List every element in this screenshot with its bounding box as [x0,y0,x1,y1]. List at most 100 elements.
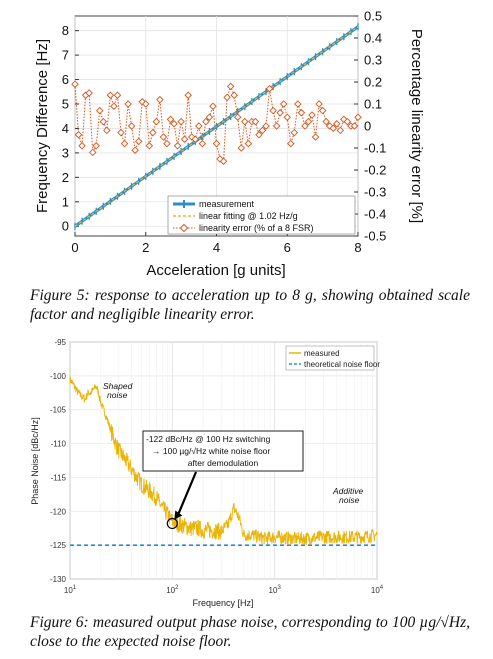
y-tick-label: 4 [62,121,69,136]
y2-tick-label: 0.1 [364,97,382,112]
linearity-error-point [110,102,118,110]
x-axis-label: Acceleration [g units] [146,262,285,279]
x-tick-label: 6 [284,240,291,255]
chart-linearity: 0 1 2 3 4 5 6 7 8 -0.5 -0.4 -0.3 -0.2 -0.1 0 0.1 0.2 0.3… [34,9,425,280]
linearity-error-point [163,139,171,148]
y-tick-label: -100 [50,372,67,381]
linearity-error-point [219,157,228,165]
linearity-error-point [209,102,217,110]
linearity-error-point [88,148,97,157]
linearity-error-point [180,135,189,143]
series-group [69,376,378,546]
legend-label-measurement: measurement [199,199,255,209]
legend-swatch-error-marker [179,223,189,233]
linearity-error-point [290,128,299,137]
y-tick-label: 2 [62,170,69,185]
y2-tick-label: 0.5 [364,9,382,24]
y2-tick-label: 0 [364,119,371,134]
y-tick-label: -95 [54,338,66,347]
linearity-error-point [92,142,100,150]
callout-line-1: -122 dBc/Hz @ 100 Hz switching [146,434,271,444]
linearity-error-point [350,122,359,130]
linearity-error-point [120,139,129,148]
y-tick-label: -115 [51,473,67,482]
figure-6-caption: Figure 6: measured output phase noise, c… [30,614,470,650]
annotation-additive-noise-1: Additive [332,486,364,496]
legend-label-fit: linear fitting @ 1.02 Hz/g [199,211,298,221]
callout-line-3: after demodulation [188,458,259,468]
legend-label-error: linearity error (% of a 8 FSR) [199,223,314,233]
linearity-error-point [336,126,345,135]
linearity-error-point [184,91,192,99]
y2-tick-label: -0.5 [364,229,386,244]
y2-tick-label: -0.2 [364,163,386,178]
linearity-error-point [74,131,83,139]
x-tick-exponent: 2 [175,585,179,591]
linearity-error-point [265,84,274,93]
y-axis-label: Phase Noise [dBc/Hz] [30,417,40,505]
linearity-error-point [106,91,115,99]
linearity-error-point [96,106,104,115]
y2-tick-label: -0.4 [364,207,386,222]
linearity-error-point [262,122,270,130]
annotation-callout: -122 dBc/Hz @ 100 Hz switching → 100 µg/… [142,430,304,472]
x-tick-exponent: 3 [277,585,281,591]
y-tick-label: 3 [62,145,69,160]
linearity-error-point [322,117,330,126]
series-measured [69,376,378,546]
y-tick-label: -125 [50,541,67,550]
chart-phase-noise: -95-100-105-110-115-120-125-130 101 102 10… [30,338,384,608]
linearity-error-point [308,111,316,119]
y2-tick-label: -0.1 [364,141,386,156]
linearity-error-point [149,128,157,137]
linearity-error-point [329,124,337,132]
x-tick-label: 101 [64,585,77,595]
linearity-error-point [315,100,323,108]
linearity-error-point [198,139,207,148]
x-tick-exponent: 4 [380,585,384,591]
callout-arrow-line [176,471,198,517]
linearity-error-point [152,117,161,126]
linearity-error-point [113,91,122,99]
callout-box [142,430,304,472]
y2-tick-label: 0.3 [364,53,382,68]
linearity-error-point [230,91,238,99]
x-tick-label: 4 [213,240,220,255]
linearity-error-point [255,131,263,139]
linearity-error-point [85,89,93,97]
linearity-error-point [191,135,200,143]
y-tick-label: 1 [62,194,69,209]
linearity-error-point [241,117,249,126]
linearity-error-point [127,122,136,130]
x-tick-label: 8 [354,240,361,255]
linearity-error-point [301,122,309,130]
legend: measured theoretical noise floor [285,345,380,371]
linearity-error-point [237,144,246,152]
linearity-error-point [318,106,327,115]
series-group [71,23,362,230]
linearity-error-point [170,120,178,128]
legend: measurement linear fitting @ 1.02 Hz/g l… [167,195,356,235]
linearity-error-point [279,100,288,108]
legend-box [285,345,375,371]
x-tick-label: 2 [142,240,149,255]
linearity-error-point [251,117,260,126]
x-ticks: 101 102 103 104 [64,585,384,595]
linearity-error-point [276,109,284,117]
linearity-error-point [202,117,210,126]
linearity-error-point [223,93,231,102]
linearity-error-point [131,146,139,154]
annotation-shaped-noise-1: Shaped [103,381,133,391]
callout-arrow-head [174,510,183,520]
linearity-error-point [71,80,79,88]
left-y-ticks: 0 1 2 3 4 5 6 7 8 [62,23,79,234]
linearity-error-point [142,100,150,108]
linearity-error-point [272,122,281,130]
y2-axis-label: Percentage linearity error [%] [408,29,425,223]
linearity-error-point [78,142,86,150]
y-tick-label: -105 [50,406,67,415]
linearity-error-point [166,115,175,124]
right-y-ticks: -0.5 -0.4 -0.3 -0.2 -0.1 0 0.1 0.2 0.3 0.4 0.5 [354,9,386,244]
legend-box [167,195,356,235]
